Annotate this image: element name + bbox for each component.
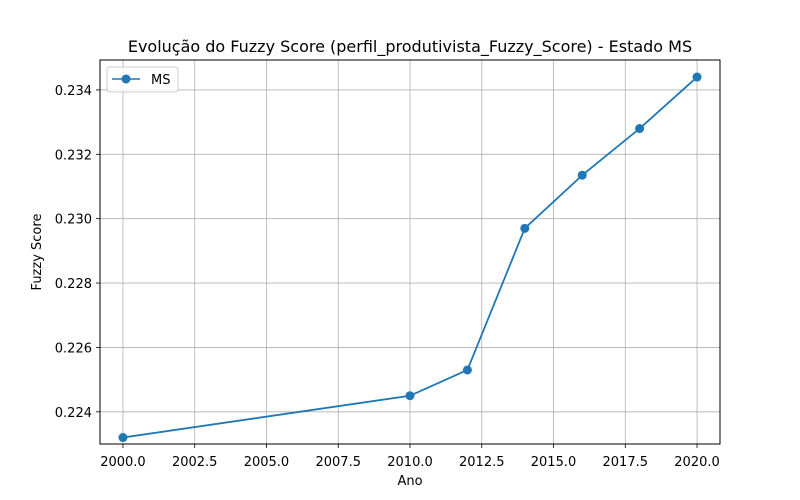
x-tick-label: 2015.0: [531, 455, 577, 470]
x-axis-label: Ano: [397, 474, 422, 489]
y-tick-label: 0.232: [55, 148, 92, 163]
data-point: [635, 124, 645, 134]
data-point: [462, 365, 472, 375]
series-layer: [118, 72, 702, 443]
x-tick-label: 2000.0: [100, 455, 146, 470]
y-tick-label: 0.228: [55, 277, 92, 292]
chart-title: Evolução do Fuzzy Score (perfil_produtiv…: [128, 37, 692, 57]
legend-label-ms: MS: [151, 73, 170, 88]
x-tick-label: 2010.0: [387, 455, 433, 470]
x-tick-label: 2017.5: [603, 455, 649, 470]
x-tick-label: 2005.0: [244, 455, 290, 470]
y-tick-label: 0.230: [55, 213, 92, 228]
y-tick-label: 0.226: [55, 341, 92, 356]
data-point: [692, 72, 702, 82]
legend-box: [106, 66, 179, 93]
x-tick-label: 2002.5: [172, 455, 218, 470]
x-tick-label: 2020.0: [674, 455, 720, 470]
data-point: [118, 433, 128, 443]
data-point: [520, 223, 530, 233]
data-point: [405, 391, 415, 401]
axis-ticks: 2000.0 2002.5 2005.0 2007.5 2010.0 2012.5 2015…: [55, 84, 720, 470]
data-point: [577, 170, 587, 180]
x-tick-label: 2007.5: [315, 455, 361, 470]
x-tick-label: 2012.5: [459, 455, 505, 470]
legend-marker: [121, 74, 131, 84]
legend: MS: [106, 66, 179, 93]
y-axis-label: Fuzzy Score: [30, 214, 45, 291]
y-tick-label: 0.224: [55, 406, 92, 421]
y-tick-label: 0.234: [55, 84, 92, 99]
grid-lines: [100, 60, 720, 444]
